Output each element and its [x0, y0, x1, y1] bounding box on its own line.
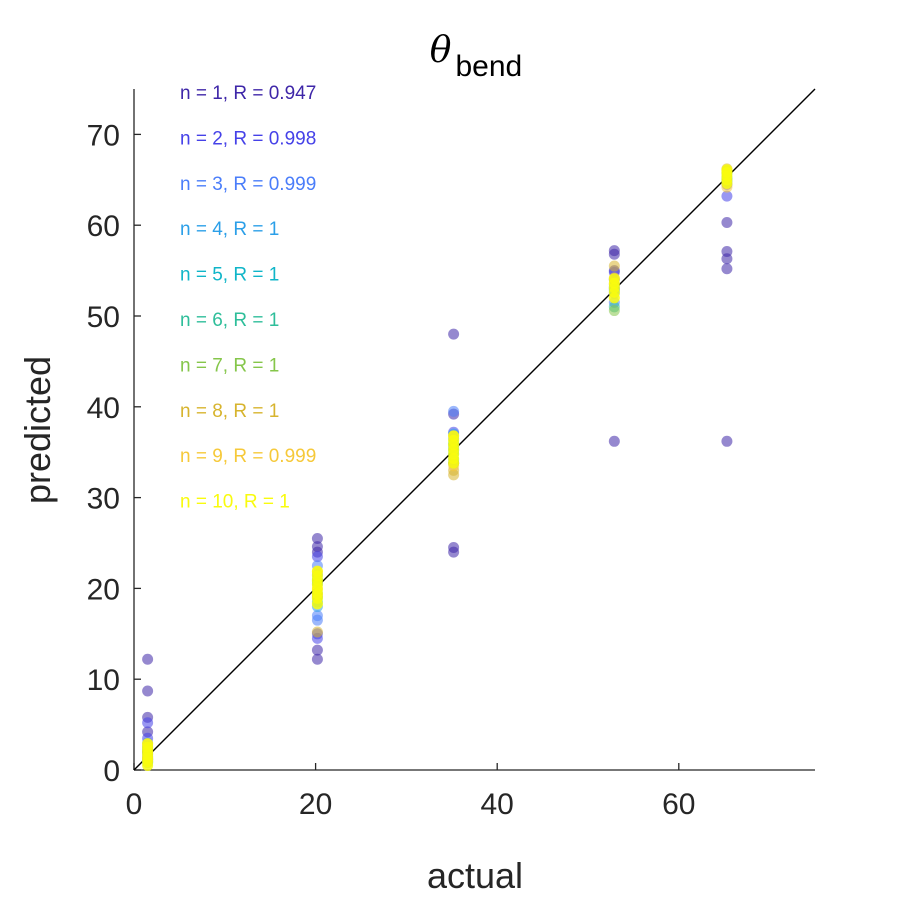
data-point — [721, 164, 733, 176]
data-point — [721, 190, 733, 202]
y-tick-label: 50 — [87, 301, 120, 334]
identity-reference-line — [133, 88, 816, 771]
y-tick-label: 70 — [87, 119, 120, 152]
legend-entry: n = 8, R = 1 — [180, 401, 279, 422]
data-point — [608, 273, 620, 285]
y-tick-label: 30 — [87, 483, 120, 516]
data-point — [311, 614, 323, 626]
data-point — [721, 435, 733, 447]
y-tick-label: 60 — [87, 210, 120, 243]
data-point — [311, 551, 323, 563]
data-point — [608, 260, 620, 272]
data-point — [311, 565, 323, 577]
x-tick-label: 40 — [481, 788, 514, 821]
data-point — [448, 328, 460, 340]
y-tick-label: 10 — [87, 664, 120, 697]
data-point — [608, 305, 620, 317]
legend-entry: n = 7, R = 1 — [180, 355, 279, 376]
chart-title-subscript: bend — [455, 50, 522, 83]
y-axis-ticks: 0 10 20 30 40 50 60 70 — [87, 119, 141, 788]
data-point — [608, 435, 620, 447]
x-tick-label: 0 — [126, 788, 143, 821]
data-point — [721, 263, 733, 275]
data-point — [142, 717, 154, 729]
legend-entry: n = 3, R = 0.999 — [180, 174, 316, 195]
chart-title: θ bend — [430, 30, 522, 83]
x-axis-label: actual — [427, 855, 523, 896]
data-point — [311, 626, 323, 638]
x-tick-label: 20 — [299, 788, 332, 821]
data-point — [142, 738, 154, 750]
chart-title-symbol: θ — [430, 30, 452, 71]
legend-entry: n = 6, R = 1 — [180, 310, 279, 331]
data-points — [142, 163, 733, 771]
data-point — [721, 216, 733, 228]
y-tick-label: 0 — [103, 755, 120, 788]
legend-entry: n = 4, R = 1 — [180, 219, 279, 240]
legend: n = 1, R = 0.947 n = 2, R = 0.998 n = 3, R… — [180, 83, 316, 513]
legend-entry: n = 10, R = 1 — [180, 492, 290, 513]
y-tick-label: 40 — [87, 392, 120, 425]
data-point — [142, 685, 154, 697]
legend-entry: n = 2, R = 0.998 — [180, 128, 316, 149]
data-point — [311, 653, 323, 665]
legend-entry: n = 5, R = 1 — [180, 265, 279, 286]
data-point — [448, 546, 460, 558]
data-point — [142, 653, 154, 665]
legend-entry: n = 9, R = 0.999 — [180, 446, 316, 467]
y-tick-label: 20 — [87, 573, 120, 606]
legend-entry: n = 1, R = 0.947 — [180, 83, 316, 104]
data-point — [311, 532, 323, 544]
data-point — [721, 253, 733, 265]
data-point — [311, 644, 323, 656]
data-point — [608, 248, 620, 260]
data-point — [448, 405, 460, 417]
x-tick-label: 60 — [662, 788, 695, 821]
data-point — [448, 430, 460, 442]
x-axis-ticks: 0 20 40 60 — [126, 763, 695, 821]
y-axis-label: predicted — [17, 356, 58, 504]
plot-area: 0 20 40 60 0 10 20 30 40 50 60 70 — [87, 88, 816, 821]
